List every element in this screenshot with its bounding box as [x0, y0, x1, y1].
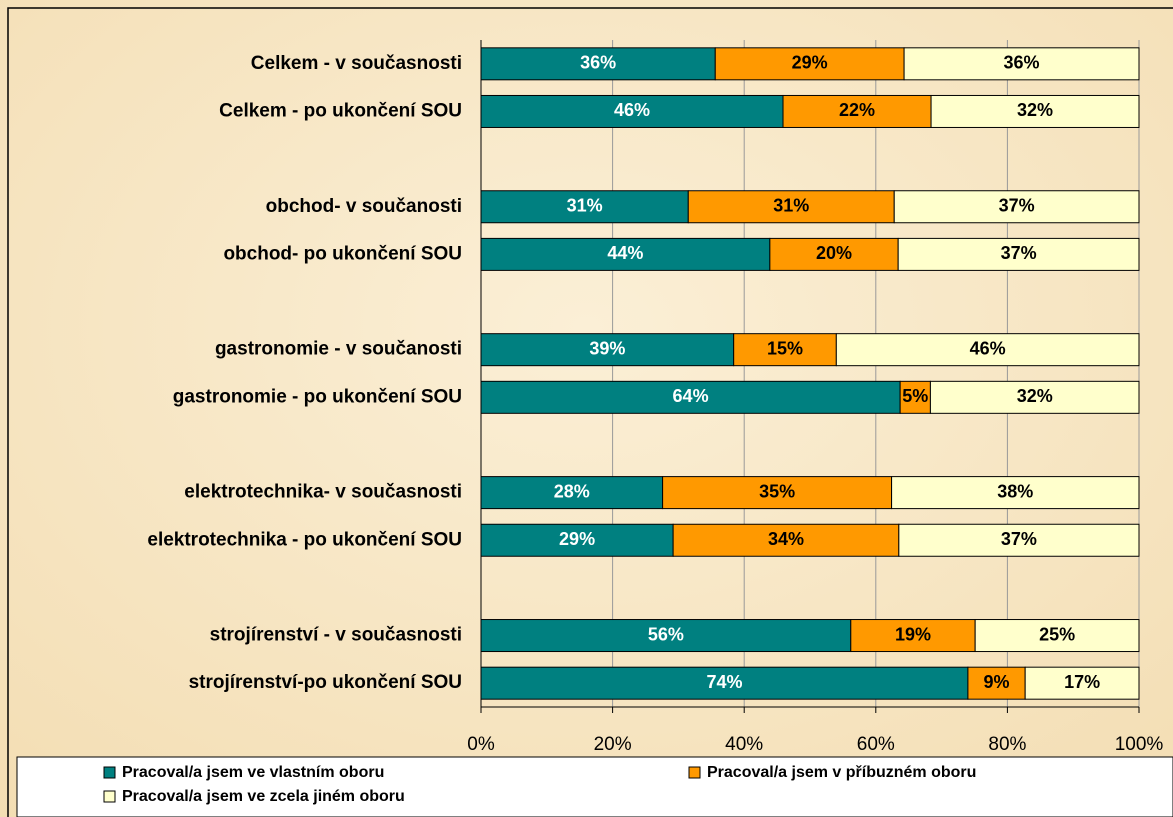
category-label: Celkem - po ukončení SOU [219, 100, 462, 121]
data-label: 36% [1004, 53, 1040, 73]
category-label: gastronomie - v součanosti [215, 339, 462, 360]
bar-segment [850, 619, 976, 653]
x-tick-label: 20% [594, 734, 632, 755]
data-label: 31% [773, 196, 809, 216]
bar-segment [974, 619, 1140, 653]
bar-segment [835, 333, 1140, 367]
bar-segment [672, 523, 900, 557]
bar-segment [480, 619, 852, 653]
category-label: obchod- v součanosti [266, 196, 462, 217]
bar-segment [899, 380, 931, 414]
bar-segment [714, 47, 905, 81]
data-label: 28% [554, 481, 590, 501]
legend-swatch [688, 766, 701, 779]
data-label: 32% [1017, 386, 1053, 406]
data-label: 25% [1039, 624, 1075, 644]
bar-segment [929, 380, 1140, 414]
data-label: 19% [895, 624, 931, 644]
legend-box [16, 756, 1173, 817]
data-label: 46% [970, 338, 1006, 358]
bar-segment [480, 237, 771, 271]
data-label: 44% [607, 243, 643, 263]
data-label: 29% [559, 529, 595, 549]
data-label: 9% [984, 672, 1010, 692]
data-label: 38% [997, 481, 1033, 501]
bar-segment [480, 333, 735, 367]
data-label: 15% [767, 338, 803, 358]
category-label: elektrotechnika- v současnosti [184, 482, 462, 503]
bar-segment [1024, 666, 1140, 700]
bar-segment [769, 237, 899, 271]
bar-segment [898, 523, 1140, 557]
data-label: 34% [768, 529, 804, 549]
x-tick-label: 40% [725, 734, 763, 755]
legend-label: Pracoval/a jsem v příbuzném oboru [707, 764, 976, 781]
frame [7, 7, 1173, 817]
bar-segment [893, 190, 1140, 224]
bar-segment [687, 190, 895, 224]
data-label: 64% [673, 386, 709, 406]
bar-segment [480, 666, 969, 700]
bar-segment [480, 380, 901, 414]
data-label: 37% [1001, 529, 1037, 549]
data-label: 46% [614, 100, 650, 120]
data-label: 29% [792, 53, 828, 73]
data-label: 74% [706, 672, 742, 692]
bar-segment [903, 47, 1140, 81]
data-label: 37% [999, 196, 1035, 216]
data-label: 36% [580, 53, 616, 73]
bar-segment [480, 190, 689, 224]
data-label: 22% [839, 100, 875, 120]
bar-segment [480, 476, 664, 510]
data-label: 35% [759, 481, 795, 501]
x-tick-label: 80% [988, 734, 1026, 755]
bar-segment [480, 523, 674, 557]
category-label: Celkem - v současnosti [251, 53, 462, 74]
x-tick-label: 0% [467, 734, 495, 755]
legend-swatch [103, 766, 116, 779]
bar-segment [782, 94, 932, 128]
data-label: 20% [816, 243, 852, 263]
category-label: obchod- po ukončení SOU [223, 243, 462, 264]
bar-segment [930, 94, 1140, 128]
legend-label: Pracoval/a jsem ve zcela jiném oboru [122, 788, 405, 805]
category-label: gastronomie - po ukončení SOU [173, 386, 462, 407]
bar-segment [733, 333, 837, 367]
data-label: 39% [589, 338, 625, 358]
legend-swatch [103, 790, 116, 803]
legend-label: Pracoval/a jsem ve vlastním oboru [122, 764, 384, 781]
bar-segment [891, 476, 1140, 510]
data-label: 56% [648, 624, 684, 644]
data-label: 17% [1064, 672, 1100, 692]
bar-segment [897, 237, 1140, 271]
data-label: 5% [902, 386, 928, 406]
category-label: strojírenství - v současnosti [210, 625, 462, 646]
data-label: 37% [1001, 243, 1037, 263]
x-tick-label: 100% [1115, 734, 1164, 755]
category-label: strojírenství-po ukončení SOU [189, 672, 462, 693]
x-tick-label: 60% [857, 734, 895, 755]
data-label: 31% [567, 196, 603, 216]
data-label: 32% [1017, 100, 1053, 120]
category-label: elektrotechnika - po ukončení SOU [147, 529, 462, 550]
